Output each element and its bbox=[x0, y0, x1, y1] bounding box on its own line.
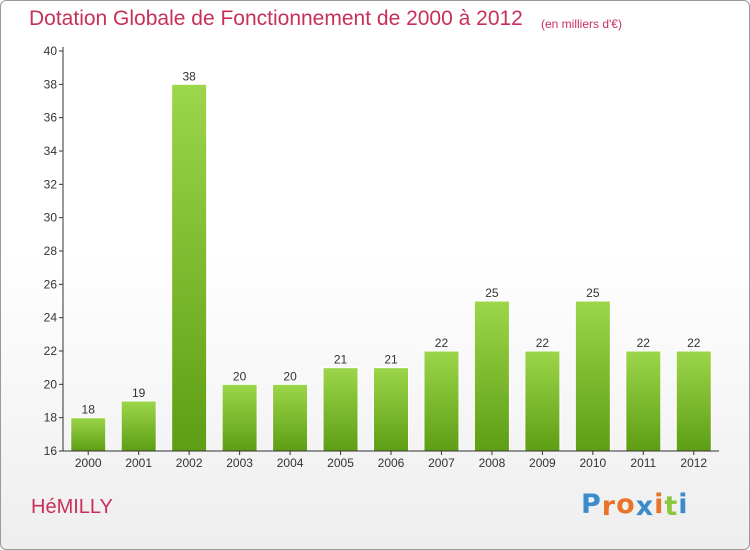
y-tick-label: 40 bbox=[44, 44, 58, 58]
bar-2009 bbox=[524, 350, 561, 452]
data-label-2010: 25 bbox=[586, 286, 600, 300]
bar-2012 bbox=[675, 350, 712, 452]
logo-letter: r bbox=[601, 491, 617, 522]
data-label-2001: 19 bbox=[132, 386, 146, 400]
y-tick-label: 36 bbox=[44, 111, 58, 125]
data-label-2007: 22 bbox=[435, 336, 449, 350]
bar-2004 bbox=[272, 383, 309, 452]
bar-2006 bbox=[373, 367, 409, 452]
y-tick-label: 34 bbox=[44, 144, 58, 158]
x-tick-label: 2006 bbox=[378, 456, 405, 470]
y-tick-label: 30 bbox=[44, 211, 58, 225]
commune-name: HéMILLY bbox=[31, 496, 113, 518]
logo-letter: i bbox=[654, 489, 665, 520]
bar-2001 bbox=[120, 400, 157, 452]
x-tick-label: 2012 bbox=[680, 456, 707, 470]
bar-2011 bbox=[625, 350, 662, 452]
y-tick-label: 16 bbox=[44, 444, 58, 458]
logo-letter: P bbox=[581, 489, 602, 520]
x-tick-label: 2004 bbox=[277, 456, 304, 470]
x-axis: 2000 2001 2002 2003 2004 2005 2006 2007 2008 2009… bbox=[63, 450, 719, 470]
x-tick-label: 2002 bbox=[176, 456, 203, 470]
data-label-2006: 21 bbox=[384, 353, 398, 367]
x-tick-label: 2007 bbox=[428, 456, 455, 470]
data-label-2011: 22 bbox=[637, 336, 651, 350]
logo-letter: t bbox=[664, 491, 679, 522]
x-tick-label: 2008 bbox=[479, 456, 506, 470]
y-tick-label: 26 bbox=[44, 277, 58, 291]
y-tick-label: 38 bbox=[44, 77, 58, 91]
y-tick-label: 20 bbox=[44, 377, 58, 391]
y-tick-label: 28 bbox=[44, 244, 58, 258]
bar-2005 bbox=[322, 367, 359, 452]
x-tick-label: 2003 bbox=[226, 456, 253, 470]
y-tick-label: 24 bbox=[44, 311, 58, 325]
data-label-2002: 38 bbox=[182, 69, 196, 83]
y-axis: 16 18 20 22 24 26 28 30 32 34 36 38 40 bbox=[44, 44, 64, 458]
x-tick-label: 2009 bbox=[529, 456, 556, 470]
x-tick-label: 2010 bbox=[579, 456, 606, 470]
data-label-2012: 22 bbox=[687, 336, 701, 350]
data-label-2004: 20 bbox=[283, 369, 297, 383]
y-tick-label: 32 bbox=[44, 177, 58, 191]
data-label-2003: 20 bbox=[233, 369, 247, 383]
x-tick-label: 2001 bbox=[125, 456, 152, 470]
chart-unit: (en milliers d'€) bbox=[541, 17, 622, 31]
bar-2002 bbox=[171, 83, 208, 452]
x-tick-label: 2005 bbox=[327, 456, 354, 470]
data-label-2008: 25 bbox=[485, 286, 499, 300]
logo-letter: x bbox=[635, 491, 655, 522]
x-tick-label: 2000 bbox=[75, 456, 102, 470]
bar-2007 bbox=[423, 350, 460, 452]
bar-2000 bbox=[70, 417, 107, 452]
data-label-2000: 18 bbox=[82, 403, 96, 417]
bar-2010 bbox=[574, 300, 611, 452]
bar-2008 bbox=[473, 300, 510, 452]
chart-title: Dotation Globale de Fonctionnement de 20… bbox=[29, 7, 523, 30]
y-tick-label: 18 bbox=[44, 411, 58, 425]
y-tick-label: 22 bbox=[44, 344, 58, 358]
bar-2003 bbox=[221, 383, 258, 452]
proxiti-logo: Proxiti bbox=[581, 489, 689, 522]
data-label-2005: 21 bbox=[334, 353, 348, 367]
logo-letter: i bbox=[678, 489, 689, 520]
logo-letter: o bbox=[616, 489, 636, 520]
data-label-2009: 22 bbox=[536, 336, 550, 350]
bars: 18 19 38 20 20 21 21 22 25 22 25 22 22 bbox=[70, 69, 712, 452]
x-tick-label: 2011 bbox=[630, 456, 656, 470]
